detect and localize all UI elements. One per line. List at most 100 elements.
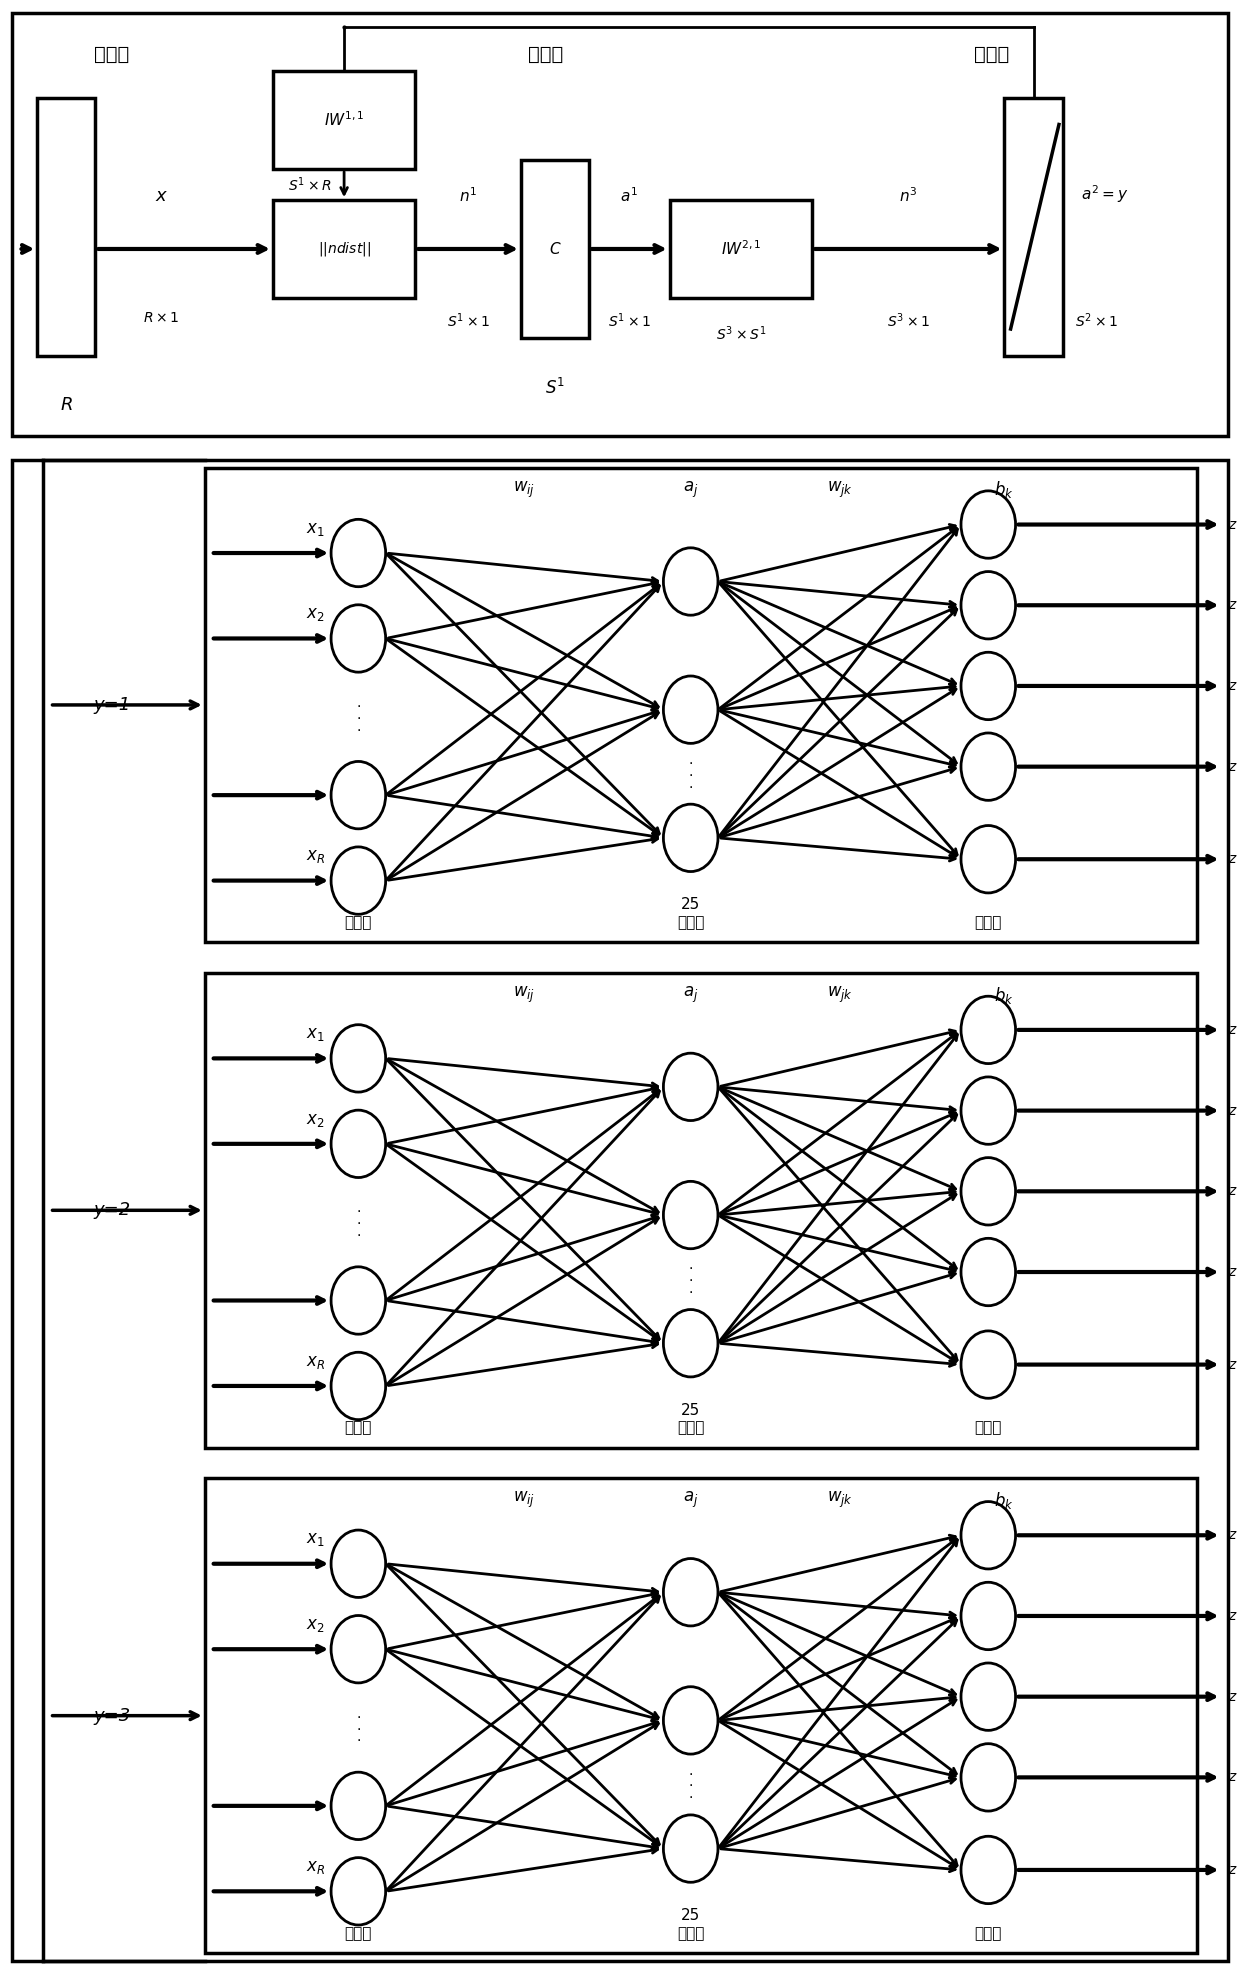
Circle shape bbox=[331, 520, 386, 587]
Text: $a^1$: $a^1$ bbox=[620, 186, 639, 206]
Text: $a_j$: $a_j$ bbox=[683, 984, 698, 1006]
Text: $w_{jk}$: $w_{jk}$ bbox=[827, 984, 852, 1006]
Bar bbox=[1004, 97, 1063, 356]
Text: $S^1\times1$: $S^1\times1$ bbox=[608, 312, 651, 330]
Text: $n^1$: $n^1$ bbox=[459, 186, 477, 206]
Text: $IW^{1,1}$: $IW^{1,1}$ bbox=[324, 111, 365, 128]
Circle shape bbox=[663, 1310, 718, 1377]
Circle shape bbox=[331, 1026, 386, 1093]
Circle shape bbox=[663, 1053, 718, 1120]
Text: $z=1$: $z=1$ bbox=[1228, 518, 1240, 532]
Circle shape bbox=[961, 1332, 1016, 1399]
Text: $z=3$: $z=3$ bbox=[1228, 1184, 1240, 1197]
Circle shape bbox=[961, 1743, 1016, 1812]
Text: $x_2$: $x_2$ bbox=[306, 605, 325, 622]
Bar bbox=[521, 160, 589, 338]
Circle shape bbox=[961, 1664, 1016, 1731]
Text: $z=2$: $z=2$ bbox=[1228, 1105, 1240, 1118]
Text: $\cdot$
$\cdot$
$\cdot$: $\cdot$ $\cdot$ $\cdot$ bbox=[356, 1203, 361, 1241]
Circle shape bbox=[961, 571, 1016, 638]
Text: $x_1$: $x_1$ bbox=[306, 1531, 325, 1549]
Text: $S^1\times R$: $S^1\times R$ bbox=[288, 176, 332, 194]
Text: 隐藏层: 隐藏层 bbox=[677, 915, 704, 931]
Text: $\cdot$
$\cdot$
$\cdot$: $\cdot$ $\cdot$ $\cdot$ bbox=[688, 1767, 693, 1804]
Circle shape bbox=[331, 1616, 386, 1684]
Text: $z=2$: $z=2$ bbox=[1228, 1608, 1240, 1622]
Text: y=2: y=2 bbox=[93, 1201, 130, 1219]
Text: $S^1$: $S^1$ bbox=[544, 377, 565, 397]
Circle shape bbox=[331, 1267, 386, 1334]
Text: $a^2=y$: $a^2=y$ bbox=[1081, 184, 1128, 206]
Text: 25: 25 bbox=[681, 897, 701, 913]
Text: 输出层: 输出层 bbox=[975, 1421, 1002, 1435]
Bar bbox=[670, 200, 812, 298]
Circle shape bbox=[961, 733, 1016, 800]
Circle shape bbox=[663, 1182, 718, 1249]
Text: 竞争层: 竞争层 bbox=[528, 45, 563, 63]
Text: $w_{jk}$: $w_{jk}$ bbox=[827, 480, 852, 500]
Text: $w_{ij}$: $w_{ij}$ bbox=[513, 480, 536, 500]
Text: $x_1$: $x_1$ bbox=[306, 1026, 325, 1043]
Text: y=3: y=3 bbox=[93, 1707, 130, 1725]
Text: $z=5$: $z=5$ bbox=[1228, 1863, 1240, 1877]
Text: $b_k$: $b_k$ bbox=[994, 480, 1014, 500]
Bar bbox=[273, 71, 415, 170]
Text: $S^1\times1$: $S^1\times1$ bbox=[446, 312, 490, 330]
Text: $z=4$: $z=4$ bbox=[1228, 759, 1240, 775]
Circle shape bbox=[961, 1077, 1016, 1144]
Text: $z=3$: $z=3$ bbox=[1228, 680, 1240, 694]
Circle shape bbox=[331, 1772, 386, 1840]
Text: 输出层: 输出层 bbox=[975, 915, 1002, 931]
Text: $S^3\times S^1$: $S^3\times S^1$ bbox=[715, 324, 766, 344]
Text: $IW^{2,1}$: $IW^{2,1}$ bbox=[720, 239, 761, 259]
Text: $z=5$: $z=5$ bbox=[1228, 852, 1240, 865]
Circle shape bbox=[663, 1688, 718, 1755]
Circle shape bbox=[663, 676, 718, 743]
Circle shape bbox=[331, 605, 386, 672]
Text: $\cdot$
$\cdot$
$\cdot$: $\cdot$ $\cdot$ $\cdot$ bbox=[356, 1709, 361, 1747]
Text: $x_R$: $x_R$ bbox=[305, 1354, 325, 1371]
Circle shape bbox=[961, 1583, 1016, 1650]
Text: 隐藏层: 隐藏层 bbox=[677, 1927, 704, 1940]
Text: $\cdot$
$\cdot$
$\cdot$: $\cdot$ $\cdot$ $\cdot$ bbox=[688, 1261, 693, 1298]
Text: $\cdot$
$\cdot$
$\cdot$: $\cdot$ $\cdot$ $\cdot$ bbox=[688, 755, 693, 792]
Text: $x_2$: $x_2$ bbox=[306, 1111, 325, 1128]
Circle shape bbox=[663, 804, 718, 871]
Text: $S^3\times1$: $S^3\times1$ bbox=[887, 312, 930, 330]
Text: $S^2\times1$: $S^2\times1$ bbox=[1075, 312, 1118, 330]
Circle shape bbox=[961, 826, 1016, 893]
Text: $x$: $x$ bbox=[155, 186, 167, 206]
Text: 25: 25 bbox=[681, 1403, 701, 1417]
Circle shape bbox=[663, 1559, 718, 1626]
Circle shape bbox=[961, 1502, 1016, 1569]
Text: $w_{ij}$: $w_{ij}$ bbox=[513, 984, 536, 1006]
Circle shape bbox=[331, 1857, 386, 1925]
Text: 隐藏层: 隐藏层 bbox=[677, 1421, 704, 1435]
Text: $||ndist||$: $||ndist||$ bbox=[317, 239, 371, 259]
Text: 输入层: 输入层 bbox=[345, 1927, 372, 1940]
Text: 输出层: 输出层 bbox=[975, 45, 1009, 63]
Bar bbox=[205, 468, 1197, 943]
Text: $z=5$: $z=5$ bbox=[1228, 1358, 1240, 1371]
Text: 输入层: 输入层 bbox=[345, 915, 372, 931]
Text: $R$: $R$ bbox=[60, 395, 73, 413]
Circle shape bbox=[961, 1158, 1016, 1225]
Text: $a_j$: $a_j$ bbox=[683, 1490, 698, 1510]
Text: $x_R$: $x_R$ bbox=[305, 1857, 325, 1875]
Circle shape bbox=[331, 1111, 386, 1178]
Circle shape bbox=[961, 1239, 1016, 1306]
Text: $z=1$: $z=1$ bbox=[1228, 1527, 1240, 1541]
Circle shape bbox=[331, 848, 386, 915]
Text: $a_j$: $a_j$ bbox=[683, 480, 698, 500]
Text: $z=2$: $z=2$ bbox=[1228, 599, 1240, 613]
Text: $x_2$: $x_2$ bbox=[306, 1616, 325, 1634]
Text: 输出层: 输出层 bbox=[975, 1927, 1002, 1940]
Circle shape bbox=[961, 490, 1016, 559]
Text: $w_{ij}$: $w_{ij}$ bbox=[513, 1490, 536, 1510]
Circle shape bbox=[663, 1814, 718, 1883]
Circle shape bbox=[331, 1529, 386, 1597]
Bar bbox=[273, 200, 415, 298]
Bar bbox=[205, 972, 1197, 1448]
Text: $b_k$: $b_k$ bbox=[994, 984, 1014, 1006]
Text: 输入层: 输入层 bbox=[345, 1421, 372, 1435]
